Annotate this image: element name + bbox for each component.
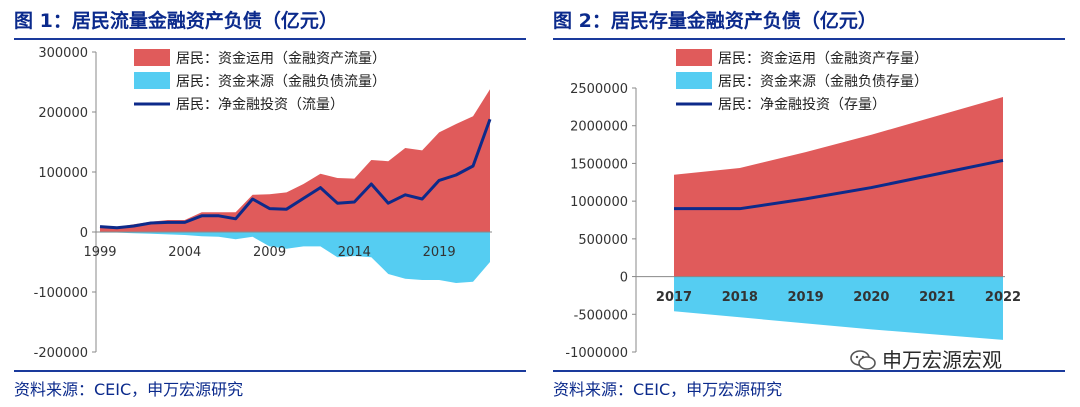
figure2-y-tick: -500000 [574,308,628,323]
figure1-legend-label-1: 居民：资金来源（金融负债流量） [176,74,386,90]
figure1-y-tick: 0 [80,226,88,241]
figure1-legend-label-0: 居民：资金运用（金融资产流量） [176,51,386,67]
figure2-y-tick: 0 [620,271,628,286]
figure2-legend-label-1: 居民：资金来源（金融负债存量） [718,74,928,90]
figure1-chart: 300000 200000 100000 0 -100000 -200000 1999 200… [34,46,492,361]
figure1-title: 图 1：居民流量金融资产负债（亿元） [14,10,338,32]
figure1-legend-label-2: 居民：净金融投资（流量） [176,97,344,113]
figure2-x-tick: 2021 [919,290,955,305]
figure1-y-tick: 200000 [38,106,88,121]
figure1-y-tick: -100000 [34,286,88,301]
figure2-y-tick: 1500000 [570,157,628,172]
figure2-title-rule [553,38,1065,40]
figure2-series-2-line [674,158,1004,211]
figure1-y-tick: 100000 [38,166,88,181]
figure1-x-tick: 1999 [83,245,116,260]
figure1-source-rule [14,370,526,372]
figure1-x-tick: 2019 [423,245,456,260]
wechat-icon [850,350,876,370]
figure2-legend-label-2: 居民：净金融投资（存量） [718,97,886,113]
figure1-x-tick: 2009 [253,245,286,260]
figure1-legend-swatch-1 [134,72,170,89]
figure2-title: 图 2：居民存量金融资产负债（亿元） [553,10,877,32]
figure2-x-tick: 2018 [722,290,758,305]
figure2-x-tick: 2017 [656,290,692,305]
figure2-x-tick: 2022 [985,290,1021,305]
figure1-y-tick: -200000 [34,346,88,361]
figure2-x-tick: 2019 [788,290,824,305]
figure2-y-tick: 2000000 [570,120,628,135]
figure2-series-1-area [674,276,1003,340]
figure2-y-tick: 2500000 [570,82,628,97]
figure1-x-tick: 2014 [338,245,371,260]
figure1-legend-swatch-0 [134,49,170,66]
figure2-source: 资料来源：CEIC，申万宏源研究 [553,380,783,399]
figure2-y-tick: 500000 [578,233,628,248]
figure1-y-tick: 300000 [38,46,88,61]
figure1-series-0-area [100,89,490,232]
figure1-series-1-area [100,232,490,283]
figure2-y-tick: 1000000 [570,195,628,210]
figure2-source-rule [553,370,1065,372]
watermark-text: 申万宏源宏观 [882,348,1002,372]
figure2-series-0-area [674,97,1003,277]
figure1-title-rule [14,38,526,40]
figure2-legend-swatch-0 [676,49,712,66]
watermark: 申万宏源宏观 [850,344,1002,373]
figure2-legend-swatch-1 [676,72,712,89]
figure2-legend-label-0: 居民：资金运用（金融资产存量） [718,51,928,67]
figure1-x-tick: 2004 [168,245,201,260]
figure1-series-2-line [99,118,492,230]
figure2-x-tick: 2020 [853,290,889,305]
figure2-y-tick: -1000000 [565,346,628,361]
figure1-source: 资料来源：CEIC，申万宏源研究 [14,380,244,399]
